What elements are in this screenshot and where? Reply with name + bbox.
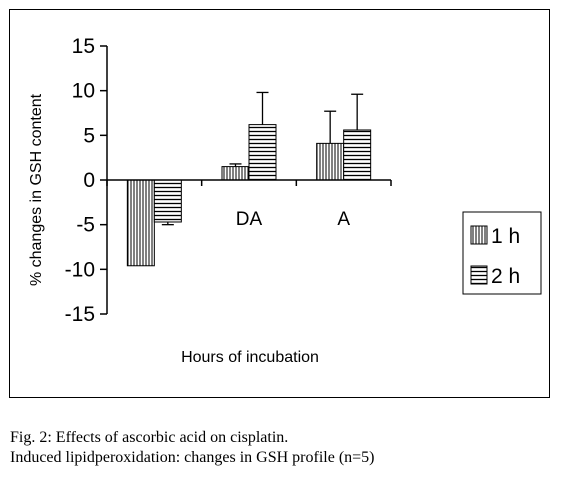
legend-swatch-2h bbox=[470, 265, 488, 285]
y-tick-label: 15 bbox=[72, 35, 95, 58]
bars bbox=[126, 124, 372, 267]
y-tick-label: 5 bbox=[83, 124, 95, 147]
x-axis-title: Hours of incubation bbox=[181, 349, 319, 366]
figure-frame: 15 10 5 0 -5 -10 -15 DA A % changes in GSH cont… bbox=[9, 9, 550, 398]
bar-1h bbox=[221, 166, 250, 181]
legend: 1 h 2 h bbox=[462, 211, 542, 295]
x-axis bbox=[106, 179, 392, 186]
y-axis-title: % changes in GSH content bbox=[28, 93, 45, 286]
bar-1h bbox=[316, 142, 345, 181]
bar-2h bbox=[153, 179, 182, 223]
y-axis-ticks: 15 10 5 0 -5 -10 -15 bbox=[65, 35, 107, 326]
caption-line-1: Fig. 2: Effects of ascorbic acid on cisp… bbox=[10, 429, 289, 446]
y-tick-label: -15 bbox=[65, 303, 95, 326]
legend-swatch-1h bbox=[470, 225, 488, 245]
bar-1h bbox=[126, 179, 155, 267]
y-tick-label: 10 bbox=[72, 80, 95, 103]
y-tick-label: 0 bbox=[83, 169, 95, 192]
category-label: DA bbox=[236, 209, 263, 230]
category-label: A bbox=[337, 209, 350, 230]
bar-2h bbox=[248, 124, 277, 181]
legend-label-2h: 2 h bbox=[491, 265, 520, 288]
error-bars bbox=[161, 91, 364, 226]
caption-line-2: Induced lipidperoxidation: changes in GS… bbox=[10, 449, 375, 466]
y-tick-label: -10 bbox=[65, 258, 95, 281]
chart: 15 10 5 0 -5 -10 -15 DA A % changes in GSH cont… bbox=[28, 35, 542, 366]
figure-caption: Fig. 2: Effects of ascorbic acid on cisp… bbox=[10, 428, 555, 468]
category-labels: DA A bbox=[236, 209, 351, 230]
bar-2h bbox=[343, 129, 372, 181]
y-tick-label: -5 bbox=[76, 214, 95, 237]
legend-label-1h: 1 h bbox=[491, 225, 520, 248]
